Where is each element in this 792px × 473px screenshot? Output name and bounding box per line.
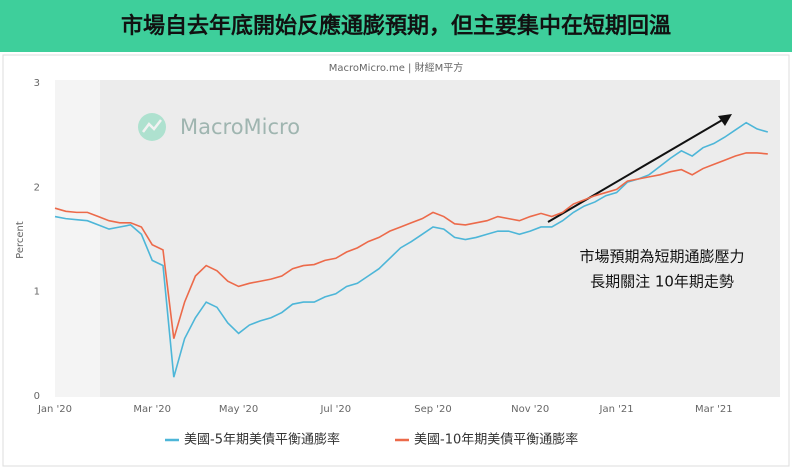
series-line [54, 121, 769, 378]
x-tick-label: Sep '20 [414, 404, 452, 415]
x-tick-label: Mar '20 [133, 404, 171, 415]
y-tick-label: 3 [34, 78, 40, 89]
watermark: MacroMicro [180, 115, 300, 139]
legend-label: 美國-5年期美債平衡通膨率 [184, 432, 340, 448]
arrow-head [718, 114, 732, 126]
x-tick-label: Jan '21 [599, 404, 634, 415]
x-tick-label: Mar '21 [695, 404, 733, 415]
y-tick-label: 2 [34, 182, 40, 193]
watermark-logo [138, 113, 166, 141]
annotation: 市場預期為短期通膨壓力 [579, 248, 744, 266]
x-tick-label: May '20 [219, 404, 258, 415]
plot-area [55, 80, 780, 397]
y-tick-label: 0 [34, 391, 40, 402]
plot-shade [55, 80, 100, 397]
header-title: 市場自去年底開始反應通膨預期，但主要集中在短期回溫 [121, 13, 671, 39]
annotation: 長期關注 10年期走勢 [590, 273, 734, 291]
trend-arrow [547, 118, 725, 223]
y-axis-label: Percent [15, 221, 26, 259]
x-tick-label: Jul '20 [319, 404, 351, 415]
x-tick-label: Nov '20 [511, 404, 549, 415]
header-banner [0, 0, 792, 52]
series-line [54, 152, 768, 339]
y-tick-label: 1 [34, 287, 40, 298]
source: MacroMicro.me | 財經M平方 [329, 61, 463, 74]
x-tick-label: Jan '20 [37, 404, 72, 415]
legend-label: 美國-10年期美債平衡通膨率 [414, 432, 578, 448]
